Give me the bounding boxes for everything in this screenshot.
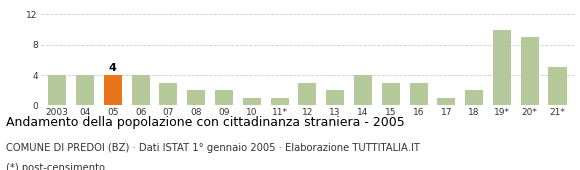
Bar [215, 90, 233, 105]
Bar [382, 83, 400, 105]
Text: (*) post-censimento: (*) post-censimento [6, 163, 105, 170]
Bar [243, 98, 261, 105]
Bar [549, 67, 567, 105]
Bar [48, 75, 66, 105]
Bar [409, 83, 427, 105]
Bar [187, 90, 205, 105]
Bar [354, 75, 372, 105]
Bar [271, 98, 289, 105]
Bar [521, 37, 539, 105]
Text: Andamento della popolazione con cittadinanza straniera - 2005: Andamento della popolazione con cittadin… [6, 116, 405, 129]
Bar [104, 75, 122, 105]
Bar [76, 75, 94, 105]
Bar [298, 83, 317, 105]
Bar [465, 90, 483, 105]
Text: 4: 4 [109, 63, 117, 73]
Bar [493, 30, 511, 105]
Bar [437, 98, 455, 105]
Bar [160, 83, 177, 105]
Text: COMUNE DI PREDOI (BZ) · Dati ISTAT 1° gennaio 2005 · Elaborazione TUTTITALIA.IT: COMUNE DI PREDOI (BZ) · Dati ISTAT 1° ge… [6, 143, 420, 153]
Bar [132, 75, 150, 105]
Bar [326, 90, 344, 105]
